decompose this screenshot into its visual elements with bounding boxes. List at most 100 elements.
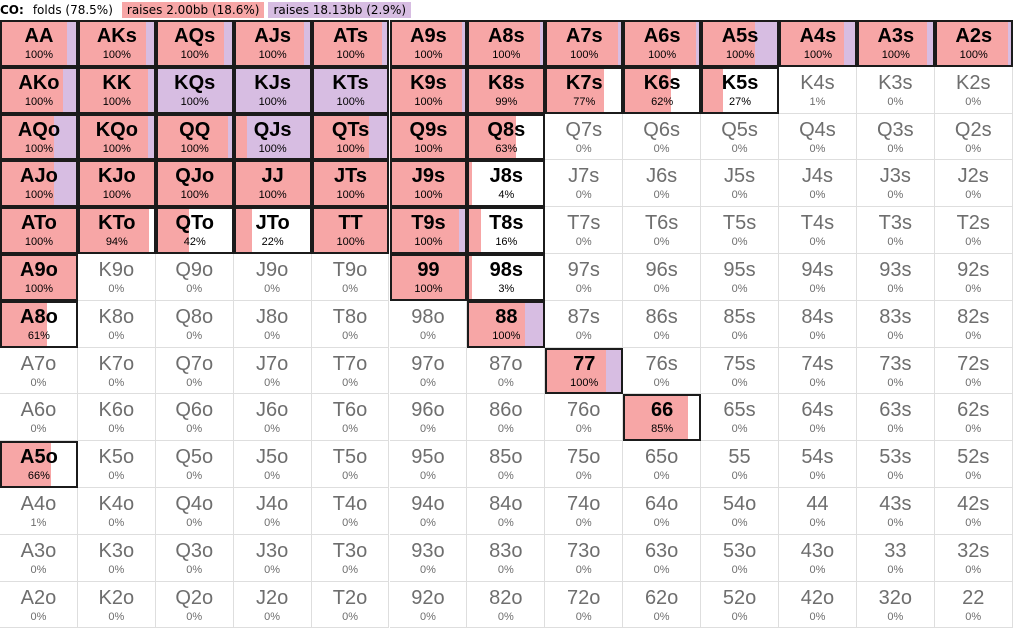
hand-cell[interactable]: 76s 0% bbox=[623, 347, 702, 395]
hand-cell[interactable]: TT 100% bbox=[311, 207, 390, 254]
hand-cell[interactable]: QQ 100% bbox=[155, 113, 234, 161]
hand-cell[interactable]: 93o 0% bbox=[389, 534, 468, 582]
hand-cell[interactable]: 52o 0% bbox=[701, 581, 779, 629]
hand-cell[interactable]: 52s 0% bbox=[934, 441, 1013, 488]
hand-cell[interactable]: 74o 0% bbox=[545, 488, 624, 535]
hand-cell[interactable]: T4o 0% bbox=[311, 488, 390, 535]
hand-cell[interactable]: 44 0% bbox=[779, 488, 857, 535]
hand-cell[interactable]: 63o 0% bbox=[623, 534, 702, 582]
hand-cell[interactable]: T7o 0% bbox=[311, 347, 390, 395]
hand-cell[interactable]: 33 0% bbox=[856, 534, 935, 582]
hand-cell[interactable]: J6s 0% bbox=[623, 160, 702, 208]
hand-cell[interactable]: A6s 100% bbox=[623, 20, 702, 67]
hand-cell[interactable]: K3s 0% bbox=[856, 66, 935, 114]
hand-cell[interactable]: J3o 0% bbox=[233, 534, 312, 582]
hand-cell[interactable]: KTo 94% bbox=[77, 207, 156, 254]
hand-cell[interactable]: 98s 3% bbox=[467, 254, 546, 301]
hand-cell[interactable]: KTs 100% bbox=[311, 66, 390, 114]
hand-cell[interactable]: A8s 100% bbox=[467, 20, 546, 67]
hand-cell[interactable]: J8s 4% bbox=[467, 160, 546, 208]
hand-cell[interactable]: A6o 0% bbox=[0, 394, 78, 442]
hand-cell[interactable]: KQo 100% bbox=[77, 113, 156, 161]
hand-cell[interactable]: 43s 0% bbox=[856, 488, 935, 535]
hand-cell[interactable]: Q6s 0% bbox=[623, 113, 702, 161]
hand-cell[interactable]: 99 100% bbox=[389, 254, 468, 301]
hand-cell[interactable]: JJ 100% bbox=[233, 160, 312, 208]
hand-cell[interactable]: T7s 0% bbox=[545, 207, 624, 254]
hand-cell[interactable]: 95o 0% bbox=[389, 441, 468, 488]
hand-cell[interactable]: KK 100% bbox=[77, 66, 156, 114]
hand-cell[interactable]: 75s 0% bbox=[701, 347, 779, 395]
hand-cell[interactable]: 64o 0% bbox=[623, 488, 702, 535]
hand-cell[interactable]: 84s 0% bbox=[779, 300, 857, 348]
hand-cell[interactable]: A3o 0% bbox=[0, 534, 78, 582]
hand-cell[interactable]: J5o 0% bbox=[233, 441, 312, 488]
hand-cell[interactable]: 92o 0% bbox=[389, 581, 468, 629]
hand-cell[interactable]: T9s 100% bbox=[389, 207, 468, 254]
hand-cell[interactable]: 84o 0% bbox=[467, 488, 546, 535]
hand-cell[interactable]: A2s 100% bbox=[934, 20, 1013, 67]
hand-cell[interactable]: Q4s 0% bbox=[779, 113, 857, 161]
hand-cell[interactable]: 86s 0% bbox=[623, 300, 702, 348]
hand-cell[interactable]: AJo 100% bbox=[0, 160, 78, 208]
hand-cell[interactable]: 75o 0% bbox=[545, 441, 624, 488]
hand-cell[interactable]: Q5o 0% bbox=[155, 441, 234, 488]
hand-cell[interactable]: T8o 0% bbox=[311, 300, 390, 348]
hand-cell[interactable]: A5s 100% bbox=[701, 20, 779, 67]
hand-cell[interactable]: 74s 0% bbox=[779, 347, 857, 395]
hand-cell[interactable]: J4s 0% bbox=[779, 160, 857, 208]
hand-cell[interactable]: K2s 0% bbox=[934, 66, 1013, 114]
hand-cell[interactable]: 95s 0% bbox=[701, 254, 779, 301]
hand-cell[interactable]: K4o 0% bbox=[77, 488, 156, 535]
hand-cell[interactable]: T3s 0% bbox=[856, 207, 935, 254]
hand-cell[interactable]: ATs 100% bbox=[311, 20, 390, 67]
hand-cell[interactable]: T3o 0% bbox=[311, 534, 390, 582]
hand-cell[interactable]: 53s 0% bbox=[856, 441, 935, 488]
hand-cell[interactable]: 82s 0% bbox=[934, 300, 1013, 348]
hand-cell[interactable]: AQs 100% bbox=[155, 20, 234, 67]
hand-cell[interactable]: 53o 0% bbox=[701, 534, 779, 582]
hand-cell[interactable]: 22 0% bbox=[934, 581, 1013, 629]
hand-cell[interactable]: Q9o 0% bbox=[155, 254, 234, 301]
hand-cell[interactable]: 32o 0% bbox=[856, 581, 935, 629]
hand-cell[interactable]: T5o 0% bbox=[311, 441, 390, 488]
hand-cell[interactable]: AQo 100% bbox=[0, 113, 78, 161]
hand-cell[interactable]: 42s 0% bbox=[934, 488, 1013, 535]
hand-cell[interactable]: Q7s 0% bbox=[545, 113, 624, 161]
hand-cell[interactable]: ATo 100% bbox=[0, 207, 78, 254]
hand-cell[interactable]: J6o 0% bbox=[233, 394, 312, 442]
hand-cell[interactable]: QJs 100% bbox=[233, 113, 312, 161]
hand-cell[interactable]: K9s 100% bbox=[389, 66, 468, 114]
hand-cell[interactable]: K8s 99% bbox=[467, 66, 546, 114]
hand-cell[interactable]: J5s 0% bbox=[701, 160, 779, 208]
hand-cell[interactable]: 86o 0% bbox=[467, 394, 546, 442]
hand-cell[interactable]: A9s 100% bbox=[389, 20, 468, 67]
hand-cell[interactable]: Q2s 0% bbox=[934, 113, 1013, 161]
hand-cell[interactable]: 73o 0% bbox=[545, 534, 624, 582]
hand-cell[interactable]: 97o 0% bbox=[389, 347, 468, 395]
hand-cell[interactable]: 77 100% bbox=[545, 347, 624, 395]
hand-cell[interactable]: Q6o 0% bbox=[155, 394, 234, 442]
hand-cell[interactable]: 62s 0% bbox=[934, 394, 1013, 442]
hand-cell[interactable]: A2o 0% bbox=[0, 581, 78, 629]
hand-cell[interactable]: T9o 0% bbox=[311, 254, 390, 301]
hand-cell[interactable]: 93s 0% bbox=[856, 254, 935, 301]
hand-cell[interactable]: A7s 100% bbox=[545, 20, 624, 67]
hand-cell[interactable]: T8s 16% bbox=[467, 207, 546, 254]
hand-cell[interactable]: 83s 0% bbox=[856, 300, 935, 348]
hand-cell[interactable]: T4s 0% bbox=[779, 207, 857, 254]
hand-cell[interactable]: 55 0% bbox=[701, 441, 779, 488]
hand-cell[interactable]: 54s 0% bbox=[779, 441, 857, 488]
hand-cell[interactable]: 63s 0% bbox=[856, 394, 935, 442]
legend-raise-small[interactable]: raises 2.00bb (18.6%) bbox=[121, 1, 265, 18]
hand-cell[interactable]: T2s 0% bbox=[934, 207, 1013, 254]
hand-cell[interactable]: 96o 0% bbox=[389, 394, 468, 442]
hand-cell[interactable]: J8o 0% bbox=[233, 300, 312, 348]
hand-cell[interactable]: AA 100% bbox=[0, 20, 78, 67]
hand-cell[interactable]: T5s 0% bbox=[701, 207, 779, 254]
hand-cell[interactable]: 82o 0% bbox=[467, 581, 546, 629]
hand-cell[interactable]: J4o 0% bbox=[233, 488, 312, 535]
hand-cell[interactable]: KJo 100% bbox=[77, 160, 156, 208]
hand-cell[interactable]: J2s 0% bbox=[934, 160, 1013, 208]
hand-cell[interactable]: 76o 0% bbox=[545, 394, 624, 442]
